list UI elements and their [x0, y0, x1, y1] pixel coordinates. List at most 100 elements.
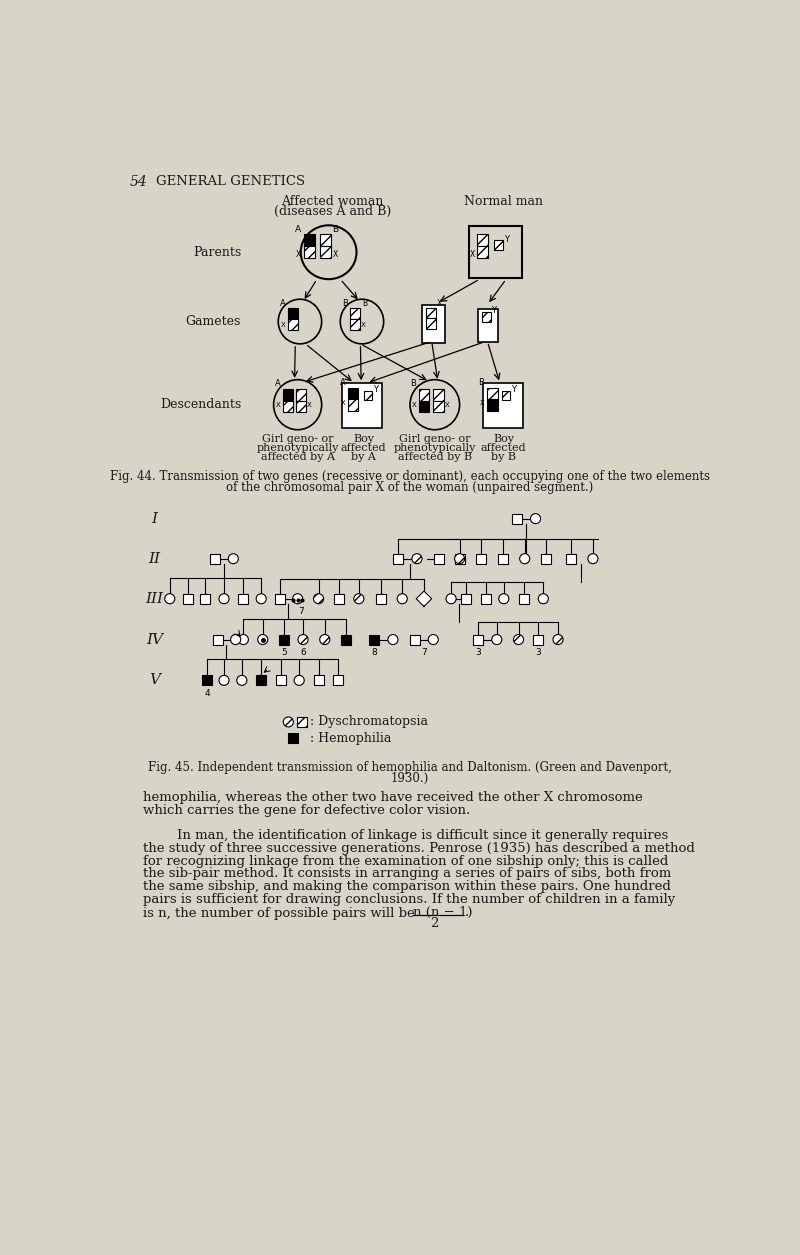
Circle shape — [293, 594, 302, 604]
Bar — [200, 594, 210, 604]
Text: X: X — [282, 323, 286, 329]
Text: for recognizing linkage from the examination of one sibship only; this is called: for recognizing linkage from the examina… — [142, 855, 668, 867]
Text: Y: Y — [504, 236, 509, 245]
Bar — [210, 553, 220, 563]
Bar — [426, 319, 435, 329]
Text: In man, the identification of linkage is difficult since it generally requires: In man, the identification of linkage is… — [142, 830, 668, 842]
Text: A: A — [340, 378, 346, 387]
Text: Girl geno- or: Girl geno- or — [399, 434, 470, 444]
Circle shape — [237, 675, 247, 685]
Text: Boy: Boy — [353, 434, 374, 444]
Text: II: II — [148, 552, 160, 566]
Bar — [364, 390, 372, 400]
Circle shape — [165, 594, 174, 604]
Bar — [434, 553, 445, 563]
Bar — [350, 319, 361, 330]
Text: Descendants: Descendants — [160, 398, 241, 412]
Ellipse shape — [278, 299, 322, 344]
Text: X: X — [361, 323, 366, 329]
Bar — [473, 635, 483, 645]
Text: .: . — [464, 906, 469, 920]
Text: B: B — [332, 225, 338, 233]
Bar — [296, 400, 306, 413]
Bar — [314, 675, 323, 685]
Bar — [519, 594, 529, 604]
Bar — [304, 233, 314, 246]
Text: the same sibship, and making the comparison within these pairs. One hundred: the same sibship, and making the compari… — [142, 880, 670, 894]
Bar — [320, 246, 331, 259]
Text: affected by B: affected by B — [398, 453, 472, 462]
Bar — [481, 594, 491, 604]
Bar — [370, 635, 379, 645]
Bar — [278, 635, 289, 645]
Text: by B: by B — [491, 453, 516, 462]
Ellipse shape — [274, 380, 322, 429]
Circle shape — [258, 635, 268, 645]
Text: X: X — [470, 250, 475, 259]
Text: phenotypically: phenotypically — [257, 443, 339, 453]
Bar — [288, 319, 298, 330]
Text: X: X — [307, 402, 312, 408]
Text: B: B — [342, 300, 348, 309]
Text: (diseases A and B): (diseases A and B) — [274, 205, 391, 217]
Bar — [478, 246, 488, 259]
Text: affected: affected — [481, 443, 526, 453]
Text: the study of three successive generations. Penrose (1935) has described a method: the study of three successive generation… — [142, 842, 694, 855]
Text: III: III — [146, 592, 163, 606]
Text: B: B — [362, 300, 367, 309]
Bar — [426, 307, 435, 319]
Circle shape — [492, 635, 502, 645]
Text: Parents: Parents — [193, 246, 241, 259]
Ellipse shape — [301, 226, 357, 279]
Circle shape — [514, 635, 523, 645]
Bar — [434, 400, 444, 413]
Bar — [342, 383, 382, 428]
Bar — [512, 513, 522, 523]
Circle shape — [553, 635, 563, 645]
Text: Girl geno- or: Girl geno- or — [262, 434, 334, 444]
Text: A: A — [280, 300, 286, 309]
Text: 4: 4 — [204, 689, 210, 698]
Text: : Dyschromatopsia: : Dyschromatopsia — [310, 715, 428, 728]
Text: IV: IV — [146, 633, 162, 646]
Text: B: B — [478, 378, 485, 387]
Bar — [348, 399, 358, 410]
Text: 3: 3 — [535, 648, 541, 658]
Bar — [202, 675, 212, 685]
Bar — [469, 226, 522, 279]
Text: 6: 6 — [300, 648, 306, 658]
Ellipse shape — [410, 380, 459, 429]
Text: X: X — [411, 402, 416, 408]
Circle shape — [388, 635, 398, 645]
Bar — [213, 635, 223, 645]
Circle shape — [538, 594, 548, 604]
Bar — [422, 305, 445, 343]
Bar — [486, 399, 498, 410]
Bar — [334, 594, 344, 604]
Text: A: A — [275, 379, 281, 388]
Text: 7: 7 — [421, 648, 427, 658]
Bar — [566, 553, 576, 563]
Text: Affected woman: Affected woman — [282, 196, 384, 208]
Bar — [502, 390, 510, 400]
Bar — [296, 389, 306, 400]
Circle shape — [230, 635, 241, 645]
Bar — [486, 388, 498, 399]
Circle shape — [219, 675, 229, 685]
Text: the sib-pair method. It consists in arranging a series of pairs of sibs, both fr: the sib-pair method. It consists in arra… — [142, 867, 671, 881]
Circle shape — [520, 553, 530, 563]
Circle shape — [219, 594, 229, 604]
Circle shape — [454, 553, 465, 563]
Text: X: X — [480, 400, 485, 407]
Text: : Hemophilia: : Hemophilia — [310, 732, 391, 744]
Text: V: V — [149, 674, 160, 688]
Bar — [304, 246, 314, 259]
Bar — [275, 675, 286, 685]
Text: by A: by A — [351, 453, 376, 462]
Text: GENERAL GENETICS: GENERAL GENETICS — [156, 176, 305, 188]
Bar — [478, 309, 498, 341]
Text: affected: affected — [341, 443, 386, 453]
Text: is n, the number of possible pairs will be: is n, the number of possible pairs will … — [142, 907, 414, 920]
Text: I: I — [151, 512, 158, 526]
Text: 3: 3 — [475, 648, 481, 658]
